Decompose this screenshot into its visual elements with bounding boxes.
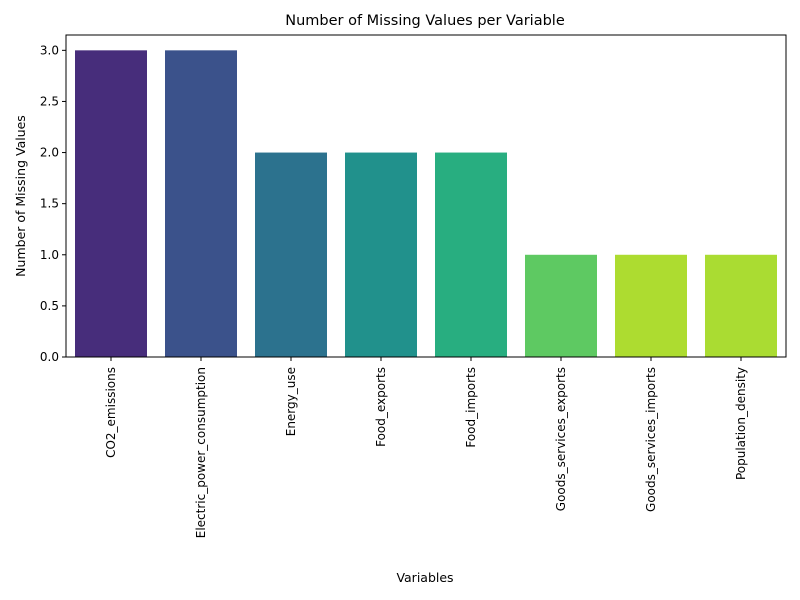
y-tick-label: 1.0 <box>40 248 59 262</box>
bar-electric_power_consumption <box>165 50 237 357</box>
bar-goods_services_imports <box>615 254 687 357</box>
y-tick-label: 2.0 <box>40 146 59 160</box>
x-tick-label: CO2_emissions <box>104 367 118 458</box>
x-tick-label: Food_exports <box>374 367 388 447</box>
y-axis: 0.0 0.5 1.0 1.5 2.0 2.5 3.0 <box>40 43 66 364</box>
plot-frame <box>65 34 787 358</box>
bar-goods_services_exports <box>525 254 597 357</box>
x-tick-label: Goods_services_imports <box>644 367 658 512</box>
x-axis: CO2_emissions Electric_power_consumption E… <box>104 357 748 538</box>
bar-energy_use <box>255 152 327 357</box>
x-tick-label: Population_density <box>734 367 748 480</box>
x-axis-label: Variables <box>396 570 453 585</box>
y-tick-label: 0.0 <box>40 350 59 364</box>
x-tick-label: Energy_use <box>284 367 298 436</box>
bars-group <box>75 50 777 357</box>
y-tick-label: 2.5 <box>40 94 59 108</box>
bar-food_exports <box>345 152 417 357</box>
y-axis-label: Number of Missing Values <box>13 115 28 277</box>
x-tick-label: Electric_power_consumption <box>194 367 208 538</box>
y-tick-label: 3.0 <box>40 43 59 57</box>
x-tick-label: Food_imports <box>464 367 478 448</box>
x-tick-label: Goods_services_exports <box>554 367 568 511</box>
chart-title: Number of Missing Values per Variable <box>285 13 565 29</box>
bar-co2_emissions <box>75 50 147 357</box>
bar-food_imports <box>435 152 507 357</box>
y-tick-label: 0.5 <box>40 299 59 313</box>
bar-population_density <box>705 254 777 357</box>
y-tick-label: 1.5 <box>40 197 59 211</box>
